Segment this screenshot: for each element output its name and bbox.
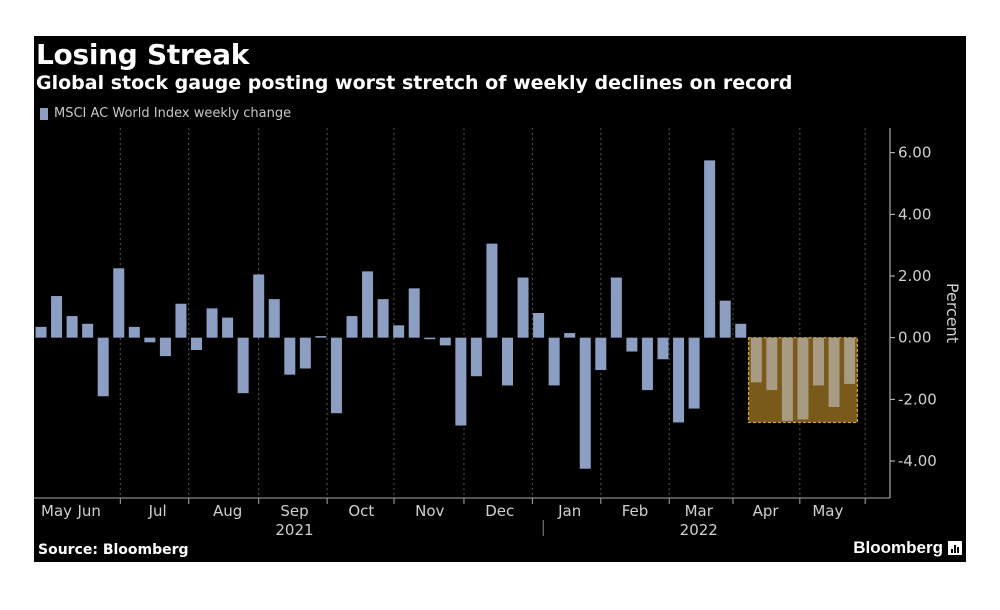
x-tick-label: Sep <box>280 502 308 520</box>
bar <box>641 337 653 391</box>
bar <box>377 299 389 338</box>
bar <box>393 325 405 338</box>
bar <box>113 268 125 338</box>
bar <box>268 299 280 338</box>
bar <box>719 300 731 338</box>
bar <box>175 303 187 338</box>
legend-swatch <box>40 107 48 120</box>
bar <box>362 271 374 338</box>
x-tick-label: May <box>41 502 72 520</box>
x-tick-label: Jan <box>557 502 581 520</box>
bar <box>408 288 420 338</box>
y-tick-label: 2.00 <box>898 267 931 285</box>
x-tick-label: Jun <box>76 502 100 520</box>
bar <box>35 326 47 338</box>
bar <box>657 337 669 360</box>
year-label: 2021 <box>275 521 313 536</box>
bar <box>486 243 498 338</box>
bar <box>610 277 622 338</box>
bar <box>97 337 109 397</box>
x-tick-label: May <box>812 502 843 520</box>
bar <box>828 337 840 408</box>
bar <box>688 337 700 409</box>
bar <box>750 337 762 383</box>
bar <box>66 316 78 338</box>
y-axis-label: Percent <box>943 283 962 343</box>
y-tick-label: 0.00 <box>898 329 931 347</box>
bar <box>253 274 265 338</box>
x-tick-label: Feb <box>622 502 649 520</box>
x-tick-label: Oct <box>348 502 374 520</box>
bar <box>595 337 607 371</box>
bar <box>704 160 716 338</box>
bar <box>299 337 311 369</box>
bar <box>517 277 529 338</box>
bar <box>813 337 824 386</box>
bar <box>82 323 94 338</box>
bar <box>159 337 171 357</box>
bar <box>222 317 234 338</box>
bar <box>51 296 63 338</box>
bar <box>439 337 451 346</box>
bar <box>502 337 513 386</box>
y-tick-label: -4.00 <box>898 452 937 470</box>
bar <box>330 337 342 414</box>
source-note: Source: Bloomberg <box>38 542 189 558</box>
chart-subtitle: Global stock gauge posting worst stretch… <box>36 72 793 94</box>
bar <box>144 337 156 343</box>
chart-title: Losing Streak <box>36 38 250 71</box>
bar <box>470 337 482 377</box>
bar <box>424 337 436 340</box>
bar <box>284 337 296 375</box>
bar <box>206 308 218 338</box>
legend-label: MSCI AC World Index weekly change <box>54 106 292 121</box>
brand-name: Bloomberg <box>853 538 943 557</box>
x-tick-label: Nov <box>415 502 444 520</box>
brand: Bloomberg <box>853 538 962 558</box>
bar <box>346 316 358 338</box>
x-tick-label: Dec <box>485 502 514 520</box>
bar <box>315 336 327 338</box>
x-tick-label: Mar <box>685 502 714 520</box>
y-tick-label: 4.00 <box>898 205 931 223</box>
bar <box>533 313 545 338</box>
bar <box>548 337 560 386</box>
x-tick-label: Jul <box>148 502 167 520</box>
x-tick-label: Aug <box>213 502 242 520</box>
bar <box>673 337 685 423</box>
bar <box>564 333 576 338</box>
bar <box>797 337 809 420</box>
y-tick-label: 6.00 <box>898 144 931 162</box>
bar <box>844 337 856 384</box>
chart-panel: Losing Streak Global stock gauge posting… <box>34 36 966 562</box>
legend: MSCI AC World Index weekly change <box>40 106 291 121</box>
year-label: 2022 <box>680 521 718 536</box>
bar <box>766 337 778 391</box>
bar <box>735 323 747 338</box>
y-tick-label: -2.00 <box>898 390 937 408</box>
bar <box>626 337 638 352</box>
bar <box>579 337 591 469</box>
bar <box>191 337 202 350</box>
bar <box>128 326 140 338</box>
bar <box>781 337 793 421</box>
bar <box>455 337 467 426</box>
x-tick-label: Apr <box>753 502 780 520</box>
bar-chart-icon <box>948 541 962 555</box>
bar <box>237 337 249 394</box>
